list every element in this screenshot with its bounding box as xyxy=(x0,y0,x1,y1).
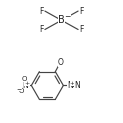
Text: N: N xyxy=(23,81,28,90)
Text: +: + xyxy=(24,81,30,86)
Text: F: F xyxy=(39,25,43,34)
Text: F: F xyxy=(80,7,84,16)
Text: O: O xyxy=(22,76,27,82)
Text: N: N xyxy=(67,81,73,90)
Text: −: − xyxy=(64,12,71,21)
Text: O: O xyxy=(18,88,24,94)
Text: F: F xyxy=(39,7,43,16)
Text: B: B xyxy=(58,15,65,25)
Text: +: + xyxy=(70,81,75,86)
Text: O: O xyxy=(58,58,64,67)
Text: N: N xyxy=(75,81,80,90)
Text: F: F xyxy=(80,25,84,34)
Text: −: − xyxy=(16,86,22,91)
